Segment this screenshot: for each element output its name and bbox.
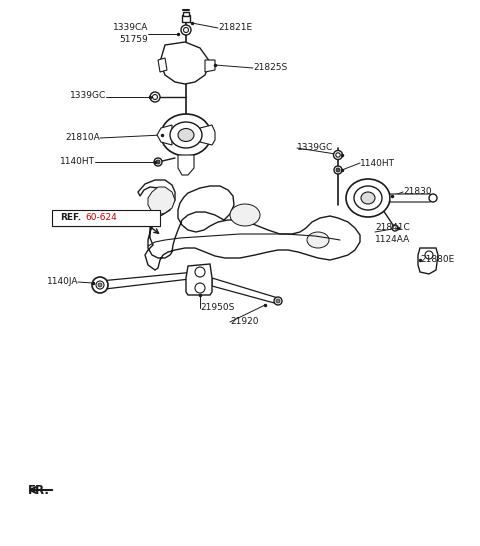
Text: 1124AA: 1124AA [375, 235, 410, 245]
Polygon shape [390, 194, 435, 202]
Ellipse shape [346, 179, 390, 217]
Ellipse shape [230, 204, 260, 226]
Circle shape [195, 267, 205, 277]
Polygon shape [182, 15, 190, 22]
Text: 21830: 21830 [403, 187, 432, 197]
Text: 1140HT: 1140HT [360, 158, 395, 168]
Circle shape [392, 225, 398, 231]
Polygon shape [186, 264, 212, 295]
Ellipse shape [361, 192, 375, 204]
Polygon shape [418, 248, 438, 274]
Polygon shape [183, 12, 189, 16]
Polygon shape [200, 125, 215, 145]
Text: 1339GC: 1339GC [70, 91, 106, 99]
Polygon shape [178, 155, 194, 175]
Ellipse shape [307, 232, 329, 248]
Circle shape [425, 251, 433, 259]
Text: FR.: FR. [28, 484, 50, 496]
Text: 21841C: 21841C [375, 223, 410, 233]
Circle shape [193, 277, 199, 283]
Circle shape [98, 283, 102, 287]
Text: 1140HT: 1140HT [60, 157, 95, 167]
Circle shape [274, 297, 282, 305]
Text: 1339GC: 1339GC [297, 144, 333, 152]
Polygon shape [157, 125, 172, 145]
Circle shape [183, 27, 189, 33]
Circle shape [193, 282, 199, 288]
Circle shape [153, 94, 157, 99]
Text: 51759: 51759 [119, 35, 148, 45]
Ellipse shape [161, 114, 211, 156]
Text: 1140JA: 1140JA [47, 277, 78, 287]
Text: 60-624: 60-624 [85, 213, 117, 223]
Text: 21920: 21920 [230, 318, 259, 327]
Polygon shape [212, 278, 278, 304]
Circle shape [336, 153, 340, 157]
Polygon shape [158, 58, 167, 72]
Circle shape [92, 277, 108, 293]
Polygon shape [160, 42, 210, 84]
Polygon shape [100, 272, 198, 289]
Circle shape [429, 194, 437, 202]
Text: 21825S: 21825S [253, 63, 287, 73]
Circle shape [154, 158, 162, 166]
Ellipse shape [354, 186, 382, 210]
Ellipse shape [178, 128, 194, 141]
Polygon shape [148, 187, 175, 215]
Circle shape [336, 168, 340, 172]
Circle shape [195, 283, 205, 293]
Circle shape [334, 166, 342, 174]
Circle shape [156, 160, 160, 164]
Text: 21821E: 21821E [218, 23, 252, 33]
Text: 21810A: 21810A [65, 134, 100, 143]
Circle shape [276, 299, 280, 303]
Polygon shape [205, 60, 215, 72]
Circle shape [334, 151, 343, 159]
Ellipse shape [170, 122, 202, 148]
Text: REF.: REF. [60, 213, 81, 223]
Text: 21880E: 21880E [420, 256, 454, 264]
Circle shape [150, 92, 160, 102]
Text: 1339CA: 1339CA [113, 23, 148, 33]
Circle shape [96, 281, 104, 289]
Bar [52, 210, 160, 226]
Circle shape [181, 25, 191, 35]
Text: 21950S: 21950S [200, 304, 234, 312]
Polygon shape [138, 180, 360, 270]
